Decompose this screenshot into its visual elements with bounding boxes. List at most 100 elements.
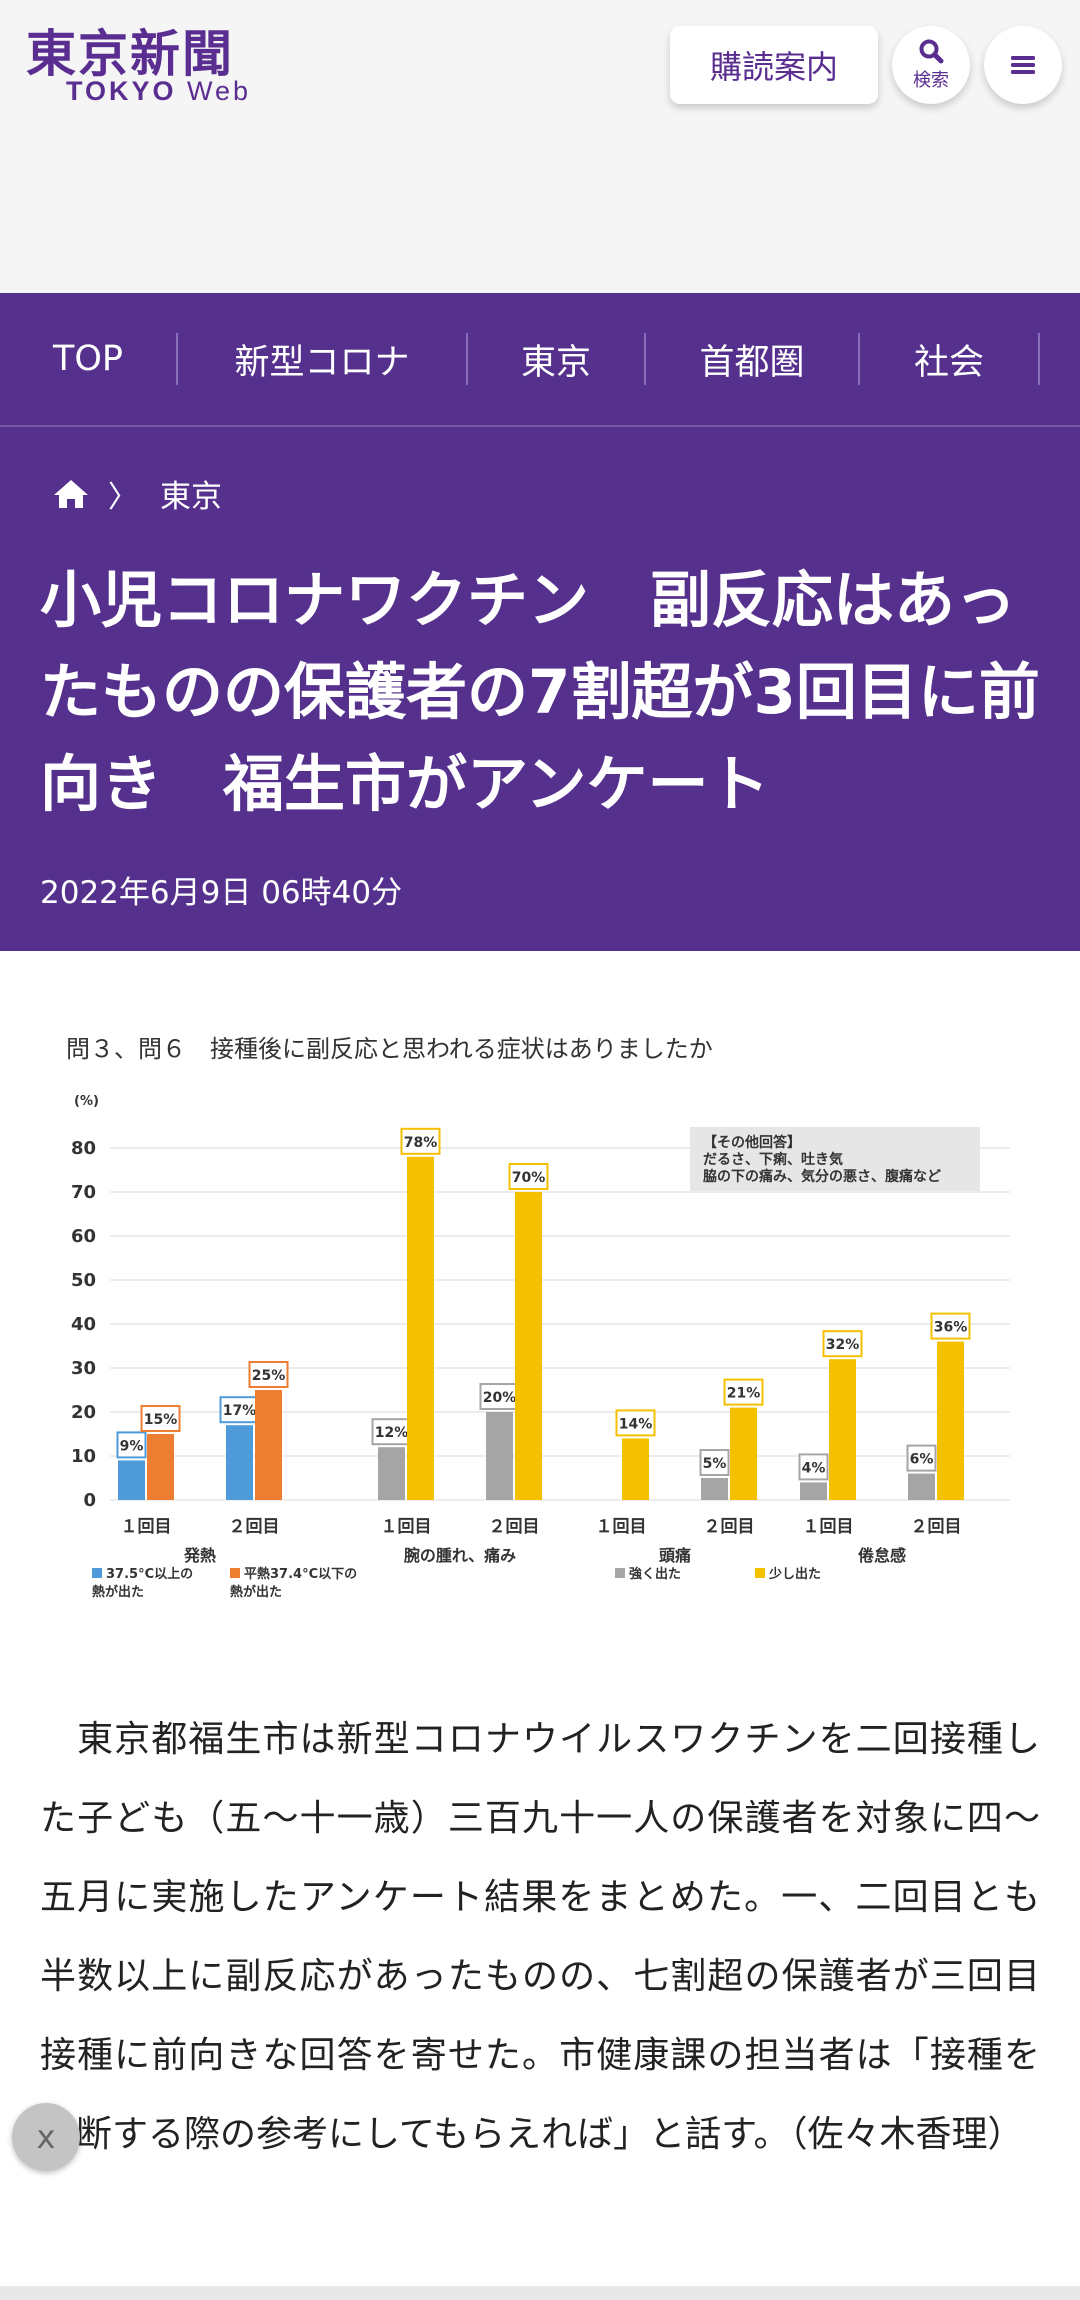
- y-tick-label: 50: [71, 1270, 96, 1291]
- nav-divider: [858, 333, 860, 385]
- nav-item-top[interactable]: TOP: [52, 339, 124, 379]
- article-headline: 小児コロナワクチン 副反応はあったものの保護者の7割超が3回目に前向き 福生市が…: [40, 565, 1040, 820]
- data-label-box: [508, 1163, 549, 1190]
- publish-date: 2022年6月9日 06時40分: [40, 875, 403, 911]
- chart-bar: [378, 1447, 405, 1500]
- legend-label: 平熱37.4°C以下の: [244, 1566, 357, 1582]
- legend-label: 少し出た: [768, 1566, 821, 1582]
- logo-english-light: Web: [187, 76, 252, 106]
- x-category-label: １回目: [596, 1517, 647, 1537]
- nav-divider: [176, 333, 178, 385]
- x-group-label: 発熱: [183, 1546, 216, 1565]
- legend-label: 熱が出た: [92, 1584, 144, 1600]
- nav-item-metropolitan[interactable]: 首都圏: [699, 342, 805, 383]
- x-group-label: 頭痛: [659, 1546, 691, 1565]
- nav-divider: [644, 333, 646, 385]
- annotation-line: 脇の下の痛み、気分の悪さ、腹痛など: [703, 1168, 941, 1185]
- data-label: 32%: [826, 1337, 860, 1353]
- y-tick-label: 80: [71, 1138, 96, 1159]
- annotation-box: [690, 1127, 980, 1191]
- data-label: 15%: [144, 1412, 178, 1428]
- chart-bar: [515, 1192, 542, 1500]
- search-icon: [919, 39, 944, 64]
- data-label-box: [400, 1127, 441, 1155]
- data-label: 4%: [802, 1460, 826, 1476]
- data-label-box: [906, 1444, 937, 1472]
- nav-item-tokyo[interactable]: 東京: [520, 342, 591, 383]
- search-label: 検索: [913, 70, 949, 91]
- chart-bar: [908, 1473, 935, 1500]
- x-category-label: ２回目: [489, 1517, 540, 1537]
- chart-bar: [937, 1341, 964, 1500]
- data-label: 17%: [223, 1403, 257, 1419]
- chart-bar: [701, 1478, 728, 1500]
- home-icon[interactable]: [52, 478, 90, 510]
- y-tick-label: 70: [71, 1182, 96, 1203]
- close-button[interactable]: x: [12, 2103, 80, 2171]
- data-label-box: [116, 1431, 147, 1459]
- site-header: 東京新聞 TOKYO Web 購読案内 検索: [0, 0, 1080, 293]
- nav-item-corona[interactable]: 新型コロナ: [234, 342, 410, 383]
- logo-english-bold: TOKYO: [66, 76, 177, 106]
- menu-button[interactable]: [984, 26, 1062, 104]
- data-label-box: [822, 1330, 863, 1358]
- legend-swatch: [755, 1568, 765, 1578]
- data-label: 36%: [934, 1320, 968, 1336]
- chart-bar: [226, 1425, 253, 1500]
- x-group-label: 倦怠感: [858, 1546, 906, 1565]
- data-label-box: [699, 1449, 730, 1476]
- y-tick-label: 60: [71, 1226, 96, 1247]
- annotation-line: 【その他回答】: [703, 1134, 801, 1151]
- data-label-box: [219, 1396, 260, 1424]
- x-category-label: ２回目: [229, 1517, 280, 1537]
- data-label: 70%: [512, 1170, 546, 1186]
- x-group-label: 腕の腫れ、痛み: [404, 1546, 516, 1565]
- category-nav: TOP 新型コロナ 東京 首都圏 社会: [0, 293, 1080, 427]
- y-tick-label: 10: [71, 1446, 96, 1467]
- legend-swatch: [230, 1568, 240, 1578]
- data-label-box: [140, 1405, 181, 1432]
- nav-item-society[interactable]: 社会: [913, 342, 984, 383]
- data-label: 20%: [483, 1390, 517, 1406]
- chart-bar: [147, 1434, 174, 1500]
- data-label: 6%: [910, 1452, 934, 1468]
- data-label: 5%: [703, 1456, 727, 1472]
- nav-divider: [1038, 333, 1040, 385]
- chart-bar: [800, 1482, 827, 1500]
- y-axis-unit: (%): [74, 1094, 99, 1109]
- article-header: 〉 東京 小児コロナワクチン 副反応はあったものの保護者の7割超が3回目に前向き…: [0, 427, 1080, 951]
- data-label-box: [371, 1418, 412, 1446]
- chart-bar: [622, 1438, 649, 1500]
- data-label: 78%: [404, 1135, 438, 1151]
- chart-bar: [486, 1412, 513, 1500]
- chart-bar: [407, 1156, 434, 1500]
- legend-label: 37.5°C以上の: [106, 1567, 193, 1582]
- article-body: 東京都福生市は新型コロナウイルスワクチンを二回接種した子ども（五〜十一歳）三百九…: [40, 1719, 1040, 2155]
- x-category-label: ２回目: [911, 1517, 962, 1537]
- legend-swatch: [92, 1568, 102, 1578]
- chart-bar: [829, 1359, 856, 1500]
- site-logo[interactable]: 東京新聞 TOKYO Web: [26, 14, 296, 114]
- data-label-box: [615, 1409, 656, 1437]
- x-category-label: １回目: [381, 1517, 432, 1537]
- nav-divider: [466, 333, 468, 385]
- chevron-right-icon: 〉: [108, 479, 138, 515]
- hamburger-menu-icon: [1011, 56, 1035, 74]
- logo-english: TOKYO Web: [66, 76, 251, 107]
- x-category-label: １回目: [121, 1517, 172, 1537]
- chart-bar: [255, 1390, 282, 1500]
- data-label: 9%: [120, 1438, 144, 1454]
- y-tick-label: 40: [71, 1314, 96, 1335]
- side-effect-chart: 問３、問６ 接種後に副反応と思われる症状はありましたか (%) 0 10 20 30 40…: [60, 1015, 1030, 1635]
- x-category-label: ２回目: [704, 1517, 755, 1537]
- search-button[interactable]: 検索: [892, 26, 970, 104]
- data-label: 14%: [619, 1416, 653, 1432]
- data-label: 21%: [727, 1386, 761, 1402]
- breadcrumb-current[interactable]: 東京: [160, 479, 222, 515]
- breadcrumb: 〉 東京: [52, 471, 222, 516]
- x-category-label: １回目: [803, 1517, 854, 1537]
- chart-canvas: (%) 0 10 20 30 40 50 60 70 80 【その他回答】だるさ、下痢、吐き気脇の下…: [71, 1094, 1010, 1600]
- logo-japanese: 東京新聞: [26, 24, 234, 83]
- bottom-bar: [0, 2286, 1080, 2300]
- subscribe-button[interactable]: 購読案内: [670, 26, 878, 104]
